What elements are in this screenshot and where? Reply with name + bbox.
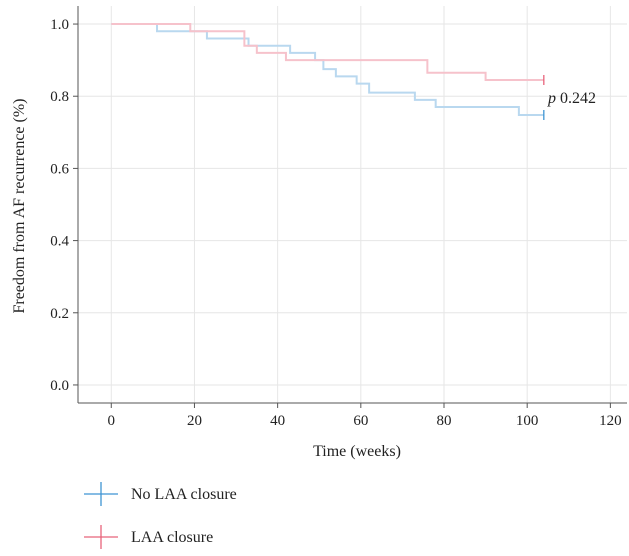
x-tick-label: 20 [187, 413, 202, 429]
p-value-annotation: p 0.242 [547, 90, 596, 107]
x-axis-title: Time (weeks) [313, 443, 401, 460]
legend: No LAA closure LAA closure [84, 482, 237, 549]
series-line-laa-closure [111, 23, 544, 81]
y-axis-title: Freedom from AF recurrence (%) [11, 98, 28, 313]
legend-item-laa-closure: LAA closure [84, 525, 213, 549]
y-tick-label: 0.2 [50, 306, 69, 322]
legend-item-no-laa-closure: No LAA closure [84, 482, 237, 506]
y-tick-label: 0.0 [50, 378, 69, 394]
grid-lines [78, 6, 627, 403]
y-tick-label: 0.6 [50, 161, 69, 177]
x-tick-label: 120 [599, 413, 622, 429]
p-value-text: 0.242 [556, 90, 596, 107]
x-tick-label: 0 [108, 413, 116, 429]
y-tick-label: 0.8 [50, 89, 69, 105]
y-tick-label: 0.4 [50, 234, 69, 250]
y-tick-label: 1.0 [50, 17, 69, 33]
x-tick-label: 100 [516, 413, 539, 429]
tick-labels: 0 20 40 60 80 100 120 0.0 0.2 0.4 0.6 0.8 1.0 [50, 17, 621, 429]
series-line-no-laa-closure [111, 23, 544, 116]
axes [73, 6, 627, 408]
series-layer [111, 23, 545, 120]
legend-label-laa-closure: LAA closure [131, 529, 213, 546]
x-tick-label: 80 [437, 413, 452, 429]
x-tick-label: 40 [270, 413, 285, 429]
x-tick-label: 60 [353, 413, 368, 429]
legend-label-no-laa-closure: No LAA closure [131, 486, 237, 503]
p-value-italic: p [547, 90, 556, 107]
